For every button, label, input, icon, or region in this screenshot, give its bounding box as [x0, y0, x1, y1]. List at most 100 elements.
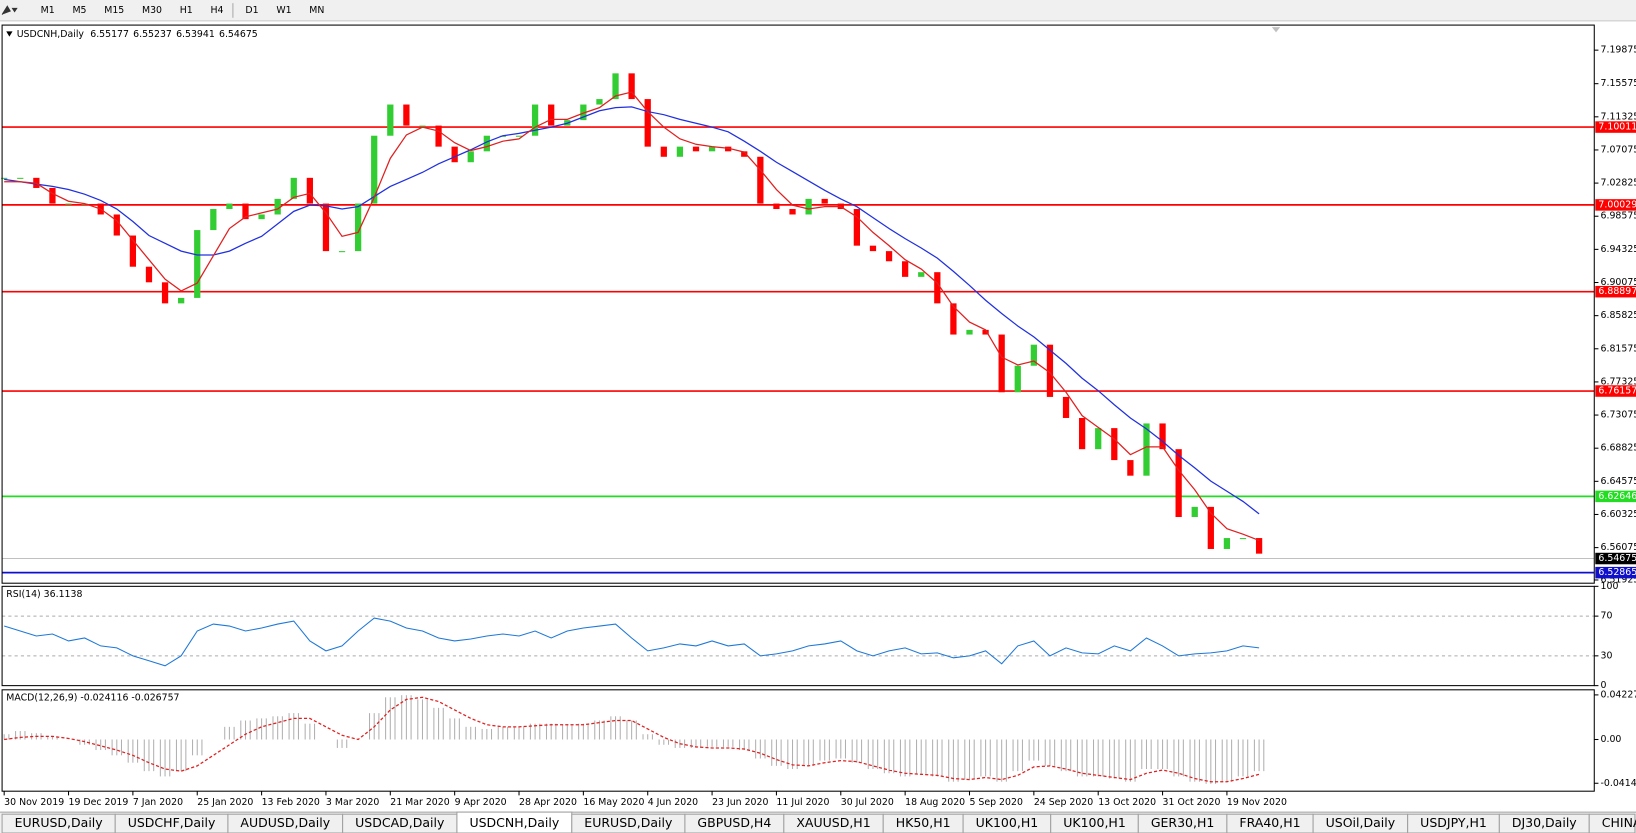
chart-tab-label[interactable]: GER30,H1 [1151, 815, 1215, 830]
y-tick-label: 6.77325 [1601, 376, 1636, 387]
candle [306, 177, 313, 204]
candle [354, 203, 362, 252]
timeframe-button[interactable]: H1 [180, 5, 193, 16]
candle [274, 198, 281, 215]
candle [1159, 423, 1166, 450]
level-label: 6.76157 [1598, 386, 1636, 397]
timeframe-button[interactable]: M5 [72, 5, 86, 16]
x-tick-label: 13 Feb 2020 [262, 797, 320, 808]
x-tick-label: 3 Mar 2020 [326, 797, 379, 808]
candle [467, 151, 474, 163]
candle [853, 209, 861, 246]
level-label: 6.62646 [1598, 491, 1636, 502]
timeframe-button[interactable]: M30 [142, 5, 162, 16]
y-tick-label: 0.00 [1601, 734, 1622, 745]
candle [515, 135, 523, 137]
macd-panel [1, 689, 1595, 792]
y-tick-label: 6.56075 [1601, 542, 1636, 553]
candle [1095, 428, 1102, 450]
candle [322, 203, 330, 252]
candle [885, 251, 893, 262]
timeframe-button[interactable]: M15 [104, 5, 124, 16]
candle [387, 104, 394, 136]
y-tick-label: 100 [1601, 581, 1619, 592]
chart-tab-label[interactable]: USOil,Daily [1326, 815, 1396, 830]
candle [1014, 365, 1021, 393]
y-tick-label: 0.042275 [1601, 689, 1636, 700]
y-tick-label: 70 [1601, 611, 1613, 622]
timeframe-button[interactable]: D1 [245, 5, 258, 16]
candle [145, 266, 153, 283]
chart-tab-label[interactable]: GBPUSD,H4 [697, 815, 771, 830]
level-label: 6.52865 [1598, 567, 1636, 578]
candle [531, 104, 539, 136]
candle [371, 135, 378, 204]
candle [725, 146, 732, 152]
chart-tab-label[interactable]: AUDUSD,Daily [240, 815, 330, 830]
candle [129, 235, 137, 267]
chart-tab-label[interactable]: USDCNH,Daily [469, 815, 559, 830]
candle [65, 203, 72, 205]
tool-icon[interactable] [1, 5, 18, 15]
y-tick-label: 6.81575 [1601, 343, 1636, 354]
quote-value: 6.55177 [90, 29, 129, 40]
candle [419, 125, 426, 127]
y-tick-label: 6.85825 [1601, 310, 1636, 321]
current-price-label: 6.54675 [1598, 553, 1636, 564]
x-tick-label: 5 Sep 2020 [969, 797, 1022, 808]
candle [692, 146, 700, 152]
chart-tab-label[interactable]: CHINA300,H1 [1602, 815, 1636, 830]
x-tick-label: 19 Dec 2019 [69, 797, 129, 808]
toolbar [0, 0, 1636, 21]
candle [741, 151, 748, 157]
x-tick-label: 31 Oct 2020 [1163, 797, 1221, 808]
timeframe-button[interactable]: H4 [211, 5, 224, 16]
candle [1255, 538, 1263, 554]
chart-tab-label[interactable]: FRA40,H1 [1239, 815, 1300, 830]
x-tick-label: 7 Jan 2020 [133, 797, 183, 808]
timeframe-button[interactable]: M1 [41, 5, 55, 16]
chart-tab-label[interactable]: USDCAD,Daily [355, 815, 445, 830]
candle [338, 251, 346, 253]
chart-tab-label[interactable]: DJ30,Daily [1512, 815, 1577, 830]
candle [950, 303, 957, 335]
x-tick-label: 30 Nov 2019 [4, 797, 64, 808]
candle [242, 203, 249, 220]
candle [403, 104, 410, 126]
candle [113, 214, 120, 236]
chart-tab-label[interactable]: USDCHF,Daily [128, 815, 216, 830]
candle [1191, 506, 1198, 518]
candle [612, 73, 619, 100]
timeframe-button[interactable]: MN [309, 5, 324, 16]
candle [596, 99, 603, 105]
candle [628, 73, 635, 100]
candle [708, 146, 716, 152]
level-label: 6.88897 [1598, 286, 1636, 297]
candle [644, 99, 651, 147]
y-tick-label: 6.64575 [1601, 476, 1636, 487]
rsi-line [4, 617, 1260, 667]
chart-tab-label[interactable]: UK100,H1 [976, 815, 1039, 830]
y-tick-label: 0 [1601, 680, 1607, 691]
candle [757, 156, 764, 204]
y-tick-label: -0.04148 [1601, 778, 1636, 789]
chart-tab-label[interactable]: USDJPY,H1 [1420, 815, 1487, 830]
candle [1046, 344, 1054, 397]
y-tick-label: 7.15575 [1601, 78, 1636, 89]
symbol-menu[interactable] [6, 31, 13, 37]
x-tick-label: 9 Apr 2020 [455, 797, 507, 808]
chart-tab-label[interactable]: EURUSD,Daily [584, 815, 673, 830]
y-tick-label: 6.98575 [1601, 211, 1636, 222]
candle [1062, 396, 1070, 418]
chart-tab-label[interactable]: UK100,H1 [1063, 815, 1126, 830]
chart-tab-label[interactable]: EURUSD,Daily [15, 815, 104, 830]
x-tick-label: 23 Jun 2020 [712, 797, 768, 808]
candle [998, 334, 1005, 393]
chart-tab-label[interactable]: HK50,H1 [896, 815, 951, 830]
candle [17, 177, 24, 179]
candle [580, 104, 587, 121]
chart-tab-label[interactable]: XAUUSD,H1 [796, 815, 870, 830]
timeframe-button[interactable]: W1 [276, 5, 291, 16]
candle [966, 329, 973, 335]
